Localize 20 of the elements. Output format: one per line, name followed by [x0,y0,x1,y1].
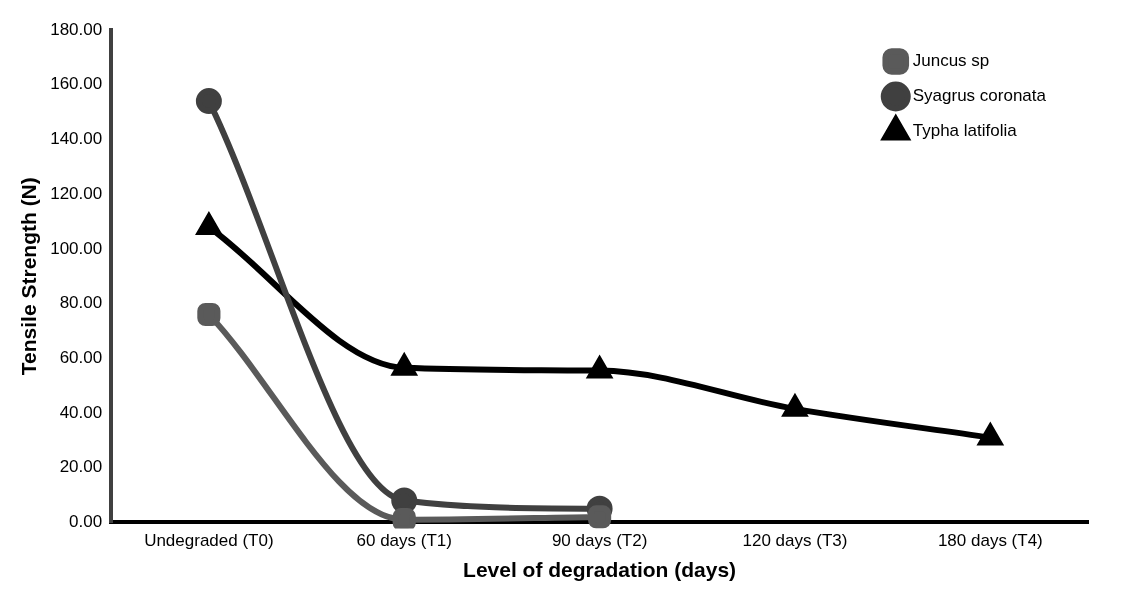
y-tick-label: 160.00 [50,74,103,94]
y-tick-label: 20.00 [59,457,103,477]
y-tick-label: 0.00 [69,512,103,532]
legend-label: Typha latifolia [912,121,1018,141]
y-tick-label: 140.00 [50,129,103,149]
y-tick-label: 120.00 [50,183,103,203]
x-tick-label: 180 days (T4) [937,531,1043,551]
y-tick-label: 60.00 [59,347,103,367]
y-tick-label: 80.00 [59,293,103,313]
y-tick-label: 40.00 [59,402,103,422]
y-tick-label: 100.00 [50,238,103,258]
y-axis-title: Tensile Strength (N) [17,177,41,376]
y-tick-label: 180.00 [50,19,103,39]
x-tick-label: Undegraded (T0) [144,531,274,551]
x-axis-title: Level of degradation (days) [463,558,737,582]
legend-label: Syagrus coronata [912,86,1047,106]
x-tick-label: 90 days (T2) [551,531,648,551]
x-tick-label: 60 days (T1) [356,531,452,551]
x-tick-label: 120 days (T3) [742,531,848,551]
legend-label: Juncus sp [912,51,990,71]
